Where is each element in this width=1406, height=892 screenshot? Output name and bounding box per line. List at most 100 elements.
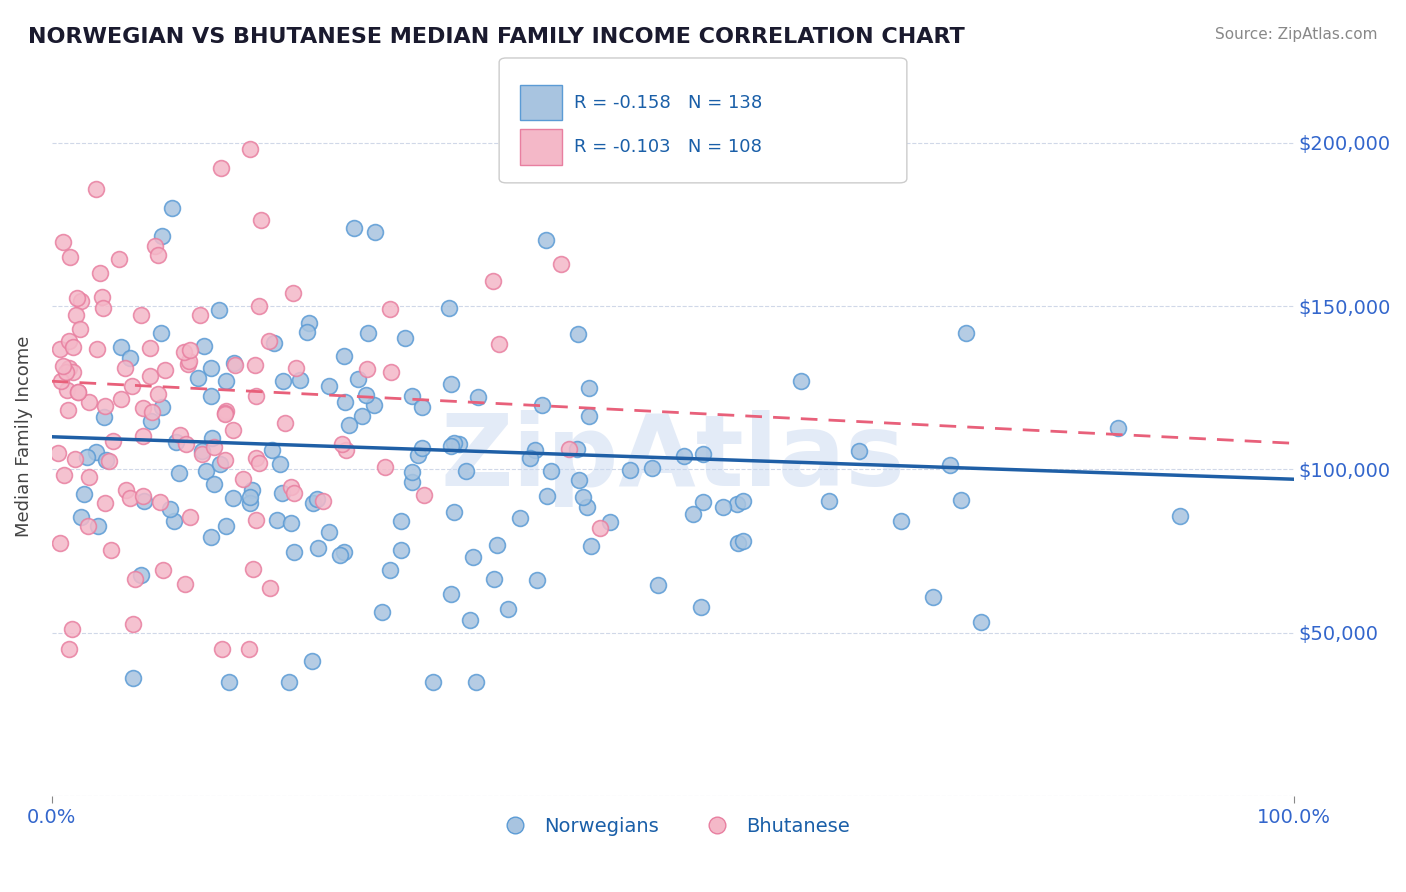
Bhutanese — [77, 394, 100, 409]
Norwegians — [565, 442, 588, 457]
Bhutanese — [108, 252, 131, 267]
Norwegians — [411, 442, 433, 456]
Norwegians — [467, 390, 489, 404]
Bhutanese — [63, 451, 86, 466]
Norwegians — [73, 487, 96, 501]
Bhutanese — [179, 509, 201, 524]
Bhutanese — [100, 542, 122, 557]
Bhutanese — [120, 491, 142, 505]
Bhutanese — [174, 437, 197, 451]
Norwegians — [298, 316, 321, 330]
Norwegians — [1168, 509, 1191, 524]
Bhutanese — [153, 363, 176, 377]
Bhutanese — [69, 322, 91, 336]
Bhutanese — [380, 302, 402, 317]
Norwegians — [295, 325, 318, 339]
Norwegians — [222, 491, 245, 505]
Norwegians — [482, 572, 505, 586]
Bhutanese — [211, 642, 233, 657]
Norwegians — [162, 515, 184, 529]
Bhutanese — [482, 275, 505, 289]
Norwegians — [159, 501, 181, 516]
Bhutanese — [259, 334, 281, 348]
Norwegians — [194, 464, 217, 478]
Norwegians — [440, 377, 463, 392]
Bhutanese — [77, 518, 100, 533]
Bhutanese — [245, 358, 267, 372]
Bhutanese — [94, 496, 117, 510]
Norwegians — [266, 513, 288, 527]
Norwegians — [193, 339, 215, 353]
Norwegians — [302, 496, 325, 510]
Norwegians — [350, 409, 373, 424]
Norwegians — [215, 519, 238, 533]
Bhutanese — [488, 337, 510, 351]
Norwegians — [200, 361, 222, 376]
Norwegians — [239, 490, 262, 504]
Bhutanese — [169, 427, 191, 442]
Norwegians — [485, 538, 508, 552]
Norwegians — [356, 388, 378, 402]
Bhutanese — [330, 437, 353, 451]
Norwegians — [200, 530, 222, 544]
Bhutanese — [412, 488, 434, 502]
Norwegians — [200, 388, 222, 402]
Norwegians — [93, 410, 115, 425]
Bhutanese — [114, 360, 136, 375]
Norwegians — [333, 395, 356, 409]
Norwegians — [401, 389, 423, 403]
Norwegians — [576, 500, 599, 515]
Bhutanese — [245, 389, 267, 403]
Norwegians — [939, 458, 962, 473]
Norwegians — [283, 545, 305, 559]
Norwegians — [733, 534, 755, 549]
Norwegians — [496, 602, 519, 616]
Norwegians — [454, 464, 477, 478]
Norwegians — [240, 483, 263, 497]
Norwegians — [579, 539, 602, 553]
Bhutanese — [238, 642, 260, 657]
Norwegians — [389, 514, 412, 528]
Bhutanese — [152, 563, 174, 577]
Norwegians — [167, 466, 190, 480]
Norwegians — [200, 432, 222, 446]
Norwegians — [307, 541, 329, 555]
Bhutanese — [52, 235, 75, 249]
Norwegians — [347, 372, 370, 386]
Bhutanese — [247, 299, 270, 313]
Norwegians — [76, 450, 98, 465]
Norwegians — [437, 301, 460, 316]
Bhutanese — [202, 441, 225, 455]
Norwegians — [731, 494, 754, 508]
Norwegians — [150, 229, 173, 244]
Bhutanese — [86, 181, 108, 195]
Bhutanese — [58, 361, 80, 376]
Norwegians — [329, 548, 352, 562]
Norwegians — [526, 573, 548, 587]
Bhutanese — [589, 521, 612, 535]
Bhutanese — [139, 342, 162, 356]
Norwegians — [150, 326, 173, 340]
Norwegians — [260, 443, 283, 458]
Norwegians — [531, 398, 554, 412]
Norwegians — [301, 654, 323, 668]
Bhutanese — [141, 405, 163, 419]
Bhutanese — [91, 290, 114, 304]
Norwegians — [673, 449, 696, 463]
Norwegians — [641, 460, 664, 475]
Bhutanese — [249, 212, 271, 227]
Bhutanese — [49, 342, 72, 356]
Bhutanese — [77, 470, 100, 484]
Norwegians — [567, 327, 589, 342]
Norwegians — [239, 496, 262, 510]
Bhutanese — [284, 361, 307, 376]
Norwegians — [1107, 421, 1129, 435]
Bhutanese — [58, 642, 80, 657]
Bhutanese — [66, 291, 89, 305]
Norwegians — [371, 605, 394, 619]
Norwegians — [568, 473, 591, 487]
Norwegians — [187, 371, 209, 385]
Bhutanese — [110, 392, 132, 406]
Bhutanese — [62, 365, 84, 379]
Bhutanese — [48, 536, 70, 550]
